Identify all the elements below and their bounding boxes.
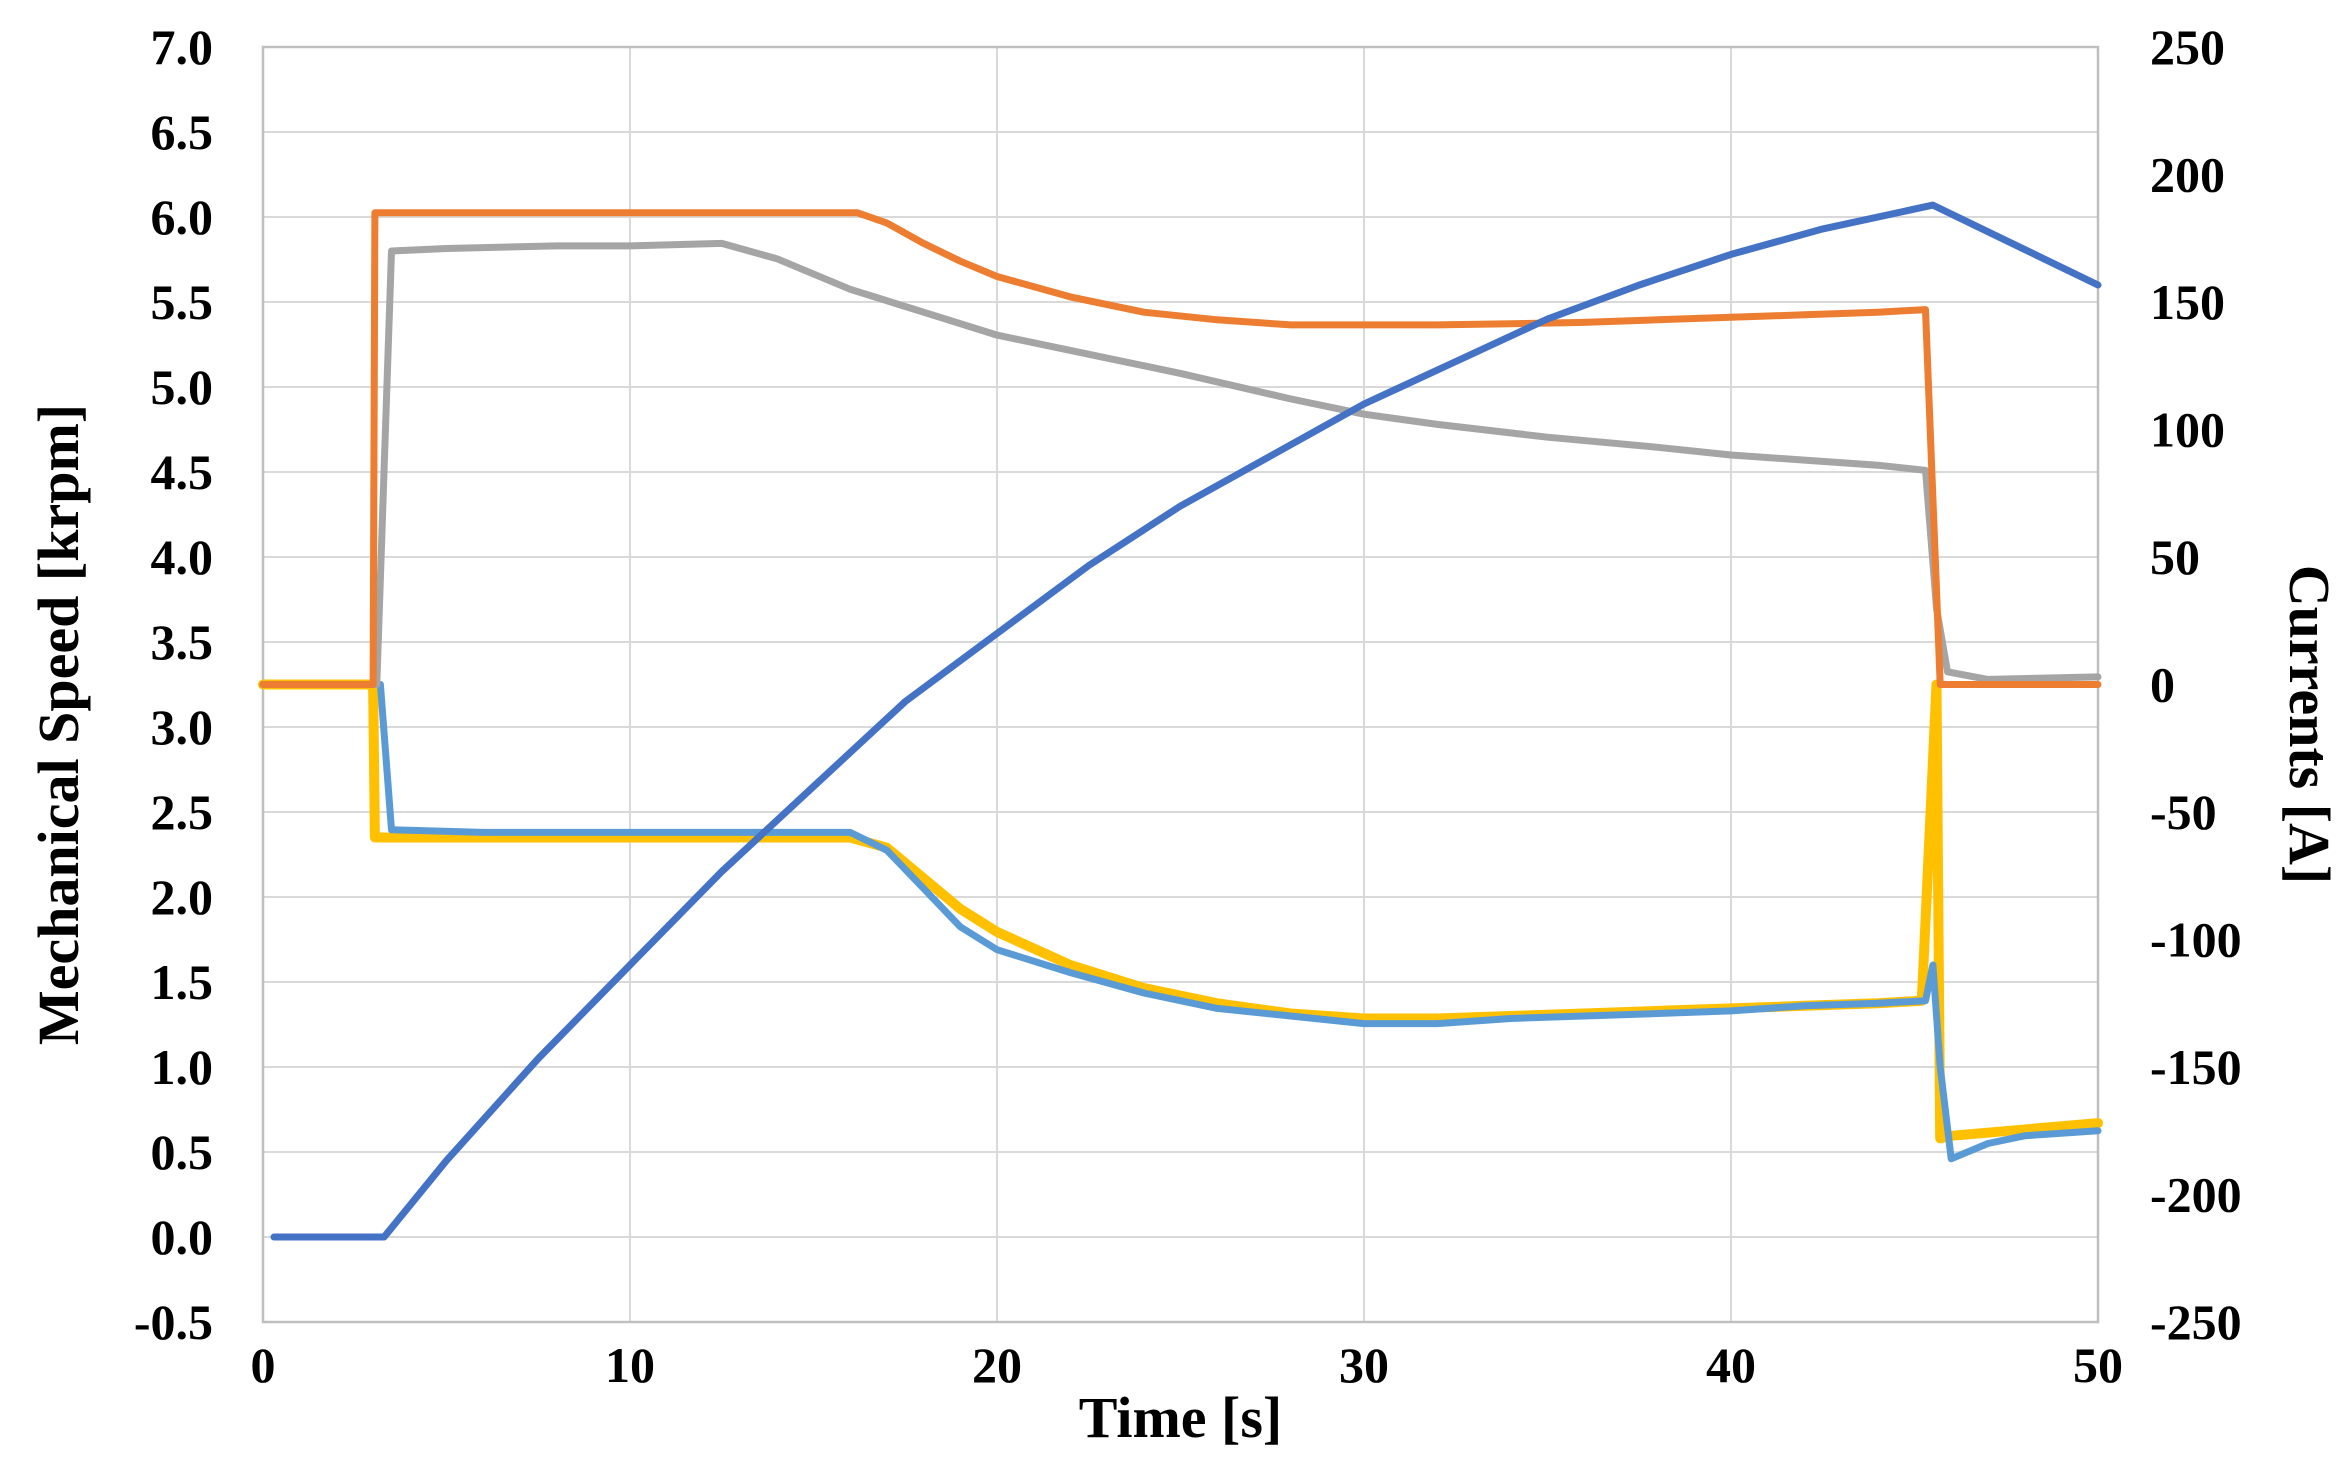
left-y-tick-label: 5.5 — [151, 274, 214, 330]
left-y-axis-title: Mechanical Speed [krpm] — [26, 404, 91, 1045]
left-y-tick-label: 6.0 — [151, 189, 214, 245]
x-tick-label: 20 — [972, 1337, 1022, 1393]
series-line-current-measured-negative — [259, 681, 2102, 1163]
x-tick-label: 10 — [605, 1337, 655, 1393]
x-tick-label: 0 — [251, 1337, 276, 1393]
x-tick-label: 30 — [1339, 1337, 1389, 1393]
plot-area-border — [261, 45, 2100, 1324]
left-y-tick-label: 2.0 — [151, 869, 214, 925]
left-y-tick-label: 4.5 — [151, 444, 214, 500]
left-y-tick-label: 7.0 — [151, 19, 214, 75]
left-y-tick-label: 5.0 — [151, 359, 214, 415]
series-line-current-reference-positive — [259, 209, 2102, 688]
left-y-tick-label: 3.0 — [151, 699, 214, 755]
right-y-tick-label: -100 — [2150, 912, 2242, 968]
left-y-tick-label: 1.0 — [151, 1039, 214, 1095]
series-line-current-measured-positive — [259, 239, 2102, 688]
left-y-tick-label: 6.5 — [151, 104, 214, 160]
right-y-tick-label: -250 — [2150, 1294, 2242, 1350]
right-y-tick-label: 100 — [2150, 402, 2225, 458]
left-axis-tick-labels: -0.5 0.0 0.5 1.0 1.5 2.0 2.5 3.0 3.5 4.0 4.5 5.0 5.5… — [134, 19, 213, 1350]
right-y-tick-label: 150 — [2150, 274, 2225, 330]
series-line-current-reference-negative — [258, 679, 2103, 1144]
left-y-tick-label: 0.5 — [151, 1124, 214, 1180]
right-y-tick-label: -150 — [2150, 1039, 2242, 1095]
left-y-tick-label: 4.0 — [151, 529, 214, 585]
series-line-mechanical-speed — [270, 201, 2102, 1241]
left-y-tick-label: 0.0 — [151, 1209, 214, 1265]
right-y-tick-label: 0 — [2150, 657, 2175, 713]
right-y-tick-label: -50 — [2150, 784, 2217, 840]
series-group — [258, 201, 2103, 1241]
left-y-tick-label: 3.5 — [151, 614, 214, 670]
right-axis-tick-labels: -250 -200 -150 -100 -50 0 50 100 150 200 250 — [2150, 19, 2242, 1350]
right-y-tick-label: 200 — [2150, 147, 2225, 203]
left-y-tick-label: 2.5 — [151, 784, 214, 840]
x-axis-tick-labels: 0 10 20 30 40 50 — [251, 1337, 2124, 1393]
x-axis-title: Time [s] — [1079, 1385, 1283, 1450]
right-y-tick-label: 50 — [2150, 529, 2200, 585]
left-y-tick-label: -0.5 — [134, 1294, 213, 1350]
gridlines — [262, 46, 2099, 1323]
right-y-tick-label: -200 — [2150, 1167, 2242, 1223]
x-tick-label: 50 — [2073, 1337, 2123, 1393]
right-y-axis-title: Currents [A] — [2277, 565, 2342, 884]
x-tick-label: 40 — [1706, 1337, 1756, 1393]
left-y-tick-label: 1.5 — [151, 954, 214, 1010]
right-y-tick-label: 250 — [2150, 19, 2225, 75]
